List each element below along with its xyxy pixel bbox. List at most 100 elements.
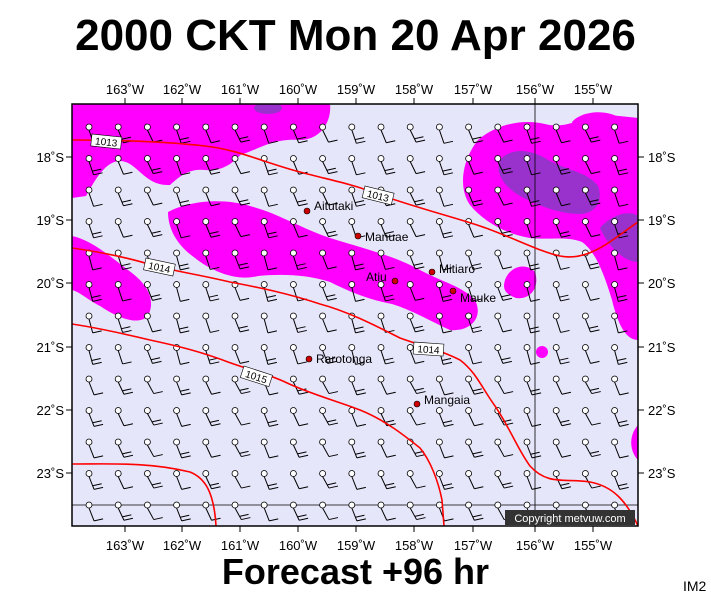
wind-barb — [260, 501, 279, 522]
wind-barb — [231, 186, 250, 206]
wind-barb — [494, 155, 513, 175]
wind-barb — [202, 249, 220, 270]
wind-barb — [406, 407, 426, 426]
wind-barb — [523, 438, 542, 459]
wind-barb — [582, 281, 600, 301]
svg-text:1013: 1013 — [94, 136, 118, 149]
latitude-labels-left: 18˚S 19˚S 20˚S 21˚S 22˚S 23˚S — [37, 150, 65, 481]
wind-barb — [143, 218, 163, 238]
island-atiu: Atiu — [366, 270, 399, 285]
latitude-labels-right: 18˚S 19˚S 20˚S 21˚S 22˚S 23˚S — [648, 150, 676, 481]
wind-barb — [494, 312, 512, 333]
forecast-label: Forecast +96 hr — [221, 551, 490, 592]
wind-barb — [435, 155, 454, 176]
lat-label: 19˚S — [37, 213, 65, 228]
wind-barb — [523, 312, 540, 334]
wind-barb — [319, 186, 338, 206]
precip-area-north-east-small — [572, 112, 625, 140]
wind-barb — [406, 375, 426, 395]
wind-barb — [319, 281, 337, 301]
map-border — [71, 103, 639, 527]
wind-barb — [465, 312, 483, 333]
wind-barb — [143, 501, 163, 521]
wind-barb — [202, 344, 220, 365]
wind-barb — [173, 123, 191, 144]
wind-barb — [114, 501, 134, 521]
precip-area-central-band — [168, 201, 478, 331]
wind-barb — [582, 155, 601, 175]
wind-barb — [85, 155, 103, 176]
wind-barb — [611, 470, 629, 490]
wind-barb — [552, 407, 572, 427]
wind-barb — [85, 312, 102, 334]
wind-barb — [406, 186, 426, 206]
wind-barb — [289, 470, 309, 490]
wind-barb — [406, 123, 426, 143]
wind-barb — [289, 438, 309, 458]
wind-barb — [202, 438, 221, 458]
wind-barb — [435, 281, 453, 302]
lon-label: 156˚W — [516, 82, 555, 97]
wind-barb — [552, 155, 571, 175]
lon-label: 160˚W — [279, 82, 318, 97]
wind-barb — [406, 281, 425, 301]
wind-barb — [494, 249, 512, 270]
wind-barb — [260, 249, 278, 271]
wind-barb — [552, 344, 570, 365]
wind-barb — [435, 249, 453, 271]
wind-barb — [552, 218, 571, 238]
wind-barb — [435, 123, 454, 144]
wind-barb — [611, 375, 629, 396]
wind-barb — [260, 344, 278, 365]
wind-barb — [143, 312, 162, 333]
wind-barb — [582, 123, 601, 143]
lon-label: 163˚W — [106, 538, 145, 553]
wind-barb — [173, 249, 190, 271]
wind-barb — [260, 186, 278, 207]
wind-barb — [173, 218, 191, 239]
wind-barb — [406, 344, 425, 364]
wind-barb — [231, 218, 250, 238]
wind-barb — [143, 375, 163, 395]
wind-barb — [114, 407, 134, 427]
wind-barb — [523, 218, 541, 239]
wind-barb — [523, 186, 541, 207]
wind-barb — [582, 218, 601, 238]
wind-barb — [348, 186, 366, 207]
isobar-1015 — [72, 323, 445, 526]
svg-text:Aitutaki: Aitutaki — [314, 199, 353, 213]
wind-barb — [202, 470, 221, 490]
wind-barb — [377, 438, 396, 458]
wind-barb — [348, 501, 366, 522]
wind-barb — [435, 407, 454, 427]
wind-barb — [173, 470, 191, 490]
wind-barb — [552, 123, 571, 144]
wind-barb — [231, 470, 251, 489]
wind-barb — [582, 438, 601, 458]
wind-barb — [611, 186, 629, 207]
wind-barb — [523, 470, 542, 490]
svg-text:1014: 1014 — [147, 261, 171, 276]
lon-label: 163˚W — [106, 82, 145, 97]
wind-barb — [143, 470, 163, 489]
wind-barb — [348, 470, 366, 490]
wind-barb — [85, 281, 102, 302]
wind-barb — [85, 186, 103, 207]
wind-barb — [202, 155, 221, 175]
lat-label: 22˚S — [37, 403, 65, 418]
wind-barb — [173, 438, 191, 459]
wind-barb — [465, 407, 484, 427]
wind-barb — [552, 375, 572, 395]
wind-barb — [289, 123, 308, 144]
wind-barb — [231, 249, 250, 270]
wind-barb — [173, 407, 191, 427]
wind-barb — [231, 344, 250, 364]
wind-barb — [523, 407, 542, 427]
lon-label: 155˚W — [574, 538, 613, 553]
lon-label: 160˚W — [279, 538, 318, 553]
island-mitiaro: Mitiaro — [428, 262, 475, 276]
precip-area-southeast — [631, 425, 638, 460]
wind-barb — [348, 123, 366, 144]
wind-barb — [552, 186, 571, 207]
wind-barb — [85, 375, 104, 396]
